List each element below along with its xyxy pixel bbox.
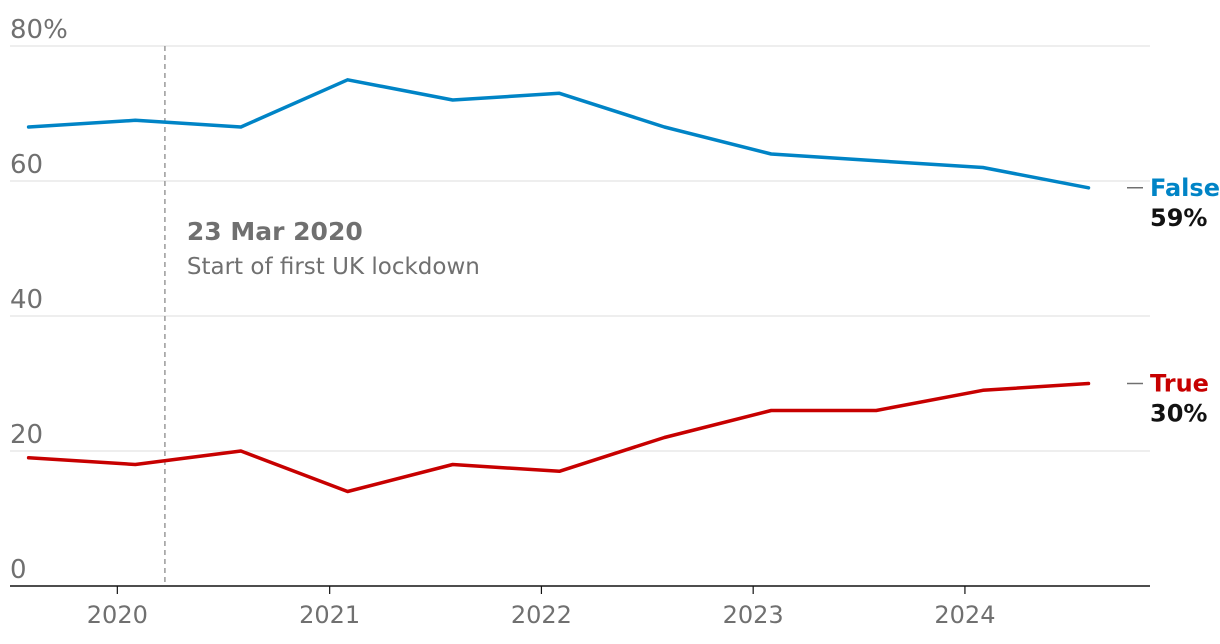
series-line-false [26,78,1091,190]
y-tick-label: 80% [10,15,68,45]
annotation-date: 23 Mar 2020 [187,217,363,246]
y-tick-label: 0 [10,555,27,585]
series-line-true [26,381,1091,494]
x-tick-label: 2024 [934,601,995,629]
annotation-text: Start of first UK lockdown [187,254,480,280]
y-tick-label: 20 [10,420,43,450]
series-value-label: 30% [1150,400,1207,428]
x-tick-label: 2021 [299,601,360,629]
y-tick-label: 60 [10,150,43,180]
y-tick-label: 40 [10,285,43,315]
y-axis-tick-labels: 0 20 40 60 80% [10,15,68,585]
series-lines [26,78,1091,494]
series-name-label: False [1150,174,1220,202]
x-axis: 2020 2021 2022 2023 2024 [10,585,1150,629]
series-name-label: True [1150,370,1209,398]
series-value-label: 59% [1150,204,1207,232]
x-tick-label: 2023 [723,601,784,629]
x-tick-label: 2020 [87,601,148,629]
x-tick-label: 2022 [511,601,572,629]
lockdown-annotation: 23 Mar 2020 Start of first UK lockdown [164,46,480,586]
gridlines [10,45,1150,452]
